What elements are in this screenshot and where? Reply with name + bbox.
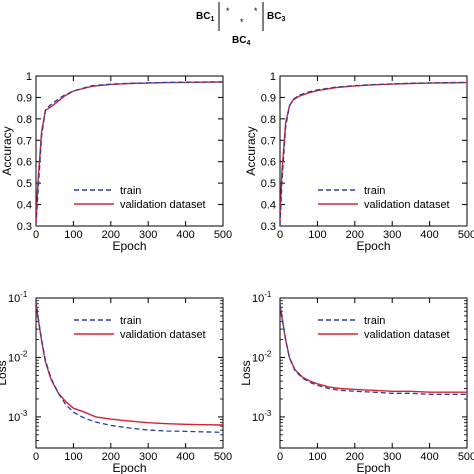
legend-label: validation dataset xyxy=(364,199,450,211)
x-tick-label: 0 xyxy=(277,451,283,463)
x-tick-label: 500 xyxy=(458,451,474,463)
y-tick-label: 0.6 xyxy=(17,157,32,169)
x-tick-label: 0 xyxy=(277,229,283,241)
plot-frame xyxy=(35,75,224,227)
x-tick-label: 0 xyxy=(33,229,39,241)
bc-dot-right: * xyxy=(254,6,258,16)
chart-panel-1: 0 100 200 300 400 500 0.3 0.4 0.5 0.6 0.7 0.8 0.9 1 Ep… xyxy=(0,71,232,253)
x-tick-label: 500 xyxy=(214,229,232,241)
y-tick-label: 0.7 xyxy=(17,135,32,147)
y-tick-label: 10-1 xyxy=(252,290,272,305)
x-axis-title: Epoch xyxy=(356,461,390,474)
x-tick-label: 400 xyxy=(420,229,438,241)
y-tick-label: 10-1 xyxy=(8,290,28,305)
x-tick-label: 300 xyxy=(383,451,401,463)
series-line-train xyxy=(36,81,223,226)
y-tick-label: 10-3 xyxy=(8,409,28,424)
x-tick-label: 100 xyxy=(64,451,82,463)
plot-frame xyxy=(35,297,224,449)
x-axis-title: Epoch xyxy=(112,461,146,474)
y-tick-label: 0.8 xyxy=(17,114,32,126)
x-tick-label: 0 xyxy=(33,451,39,463)
x-tick-label: 200 xyxy=(102,451,120,463)
x-tick-label: 100 xyxy=(64,229,82,241)
x-tick-label: 400 xyxy=(420,451,438,463)
x-tick-label: 500 xyxy=(458,229,474,241)
y-tick-label: 0.4 xyxy=(17,200,32,212)
x-tick-label: 500 xyxy=(214,451,232,463)
legend-label: train xyxy=(120,315,141,327)
chart-panel-3: 0 100 200 300 400 500 10-1 10-2 10-3 Epoch Loss tra… xyxy=(0,290,232,474)
bc-dot-bottom: * xyxy=(240,17,244,27)
legend-label: validation dataset xyxy=(364,329,450,341)
y-tick-label: 0.8 xyxy=(261,114,276,126)
x-tick-label: 200 xyxy=(102,229,120,241)
series-line-validation-dataset xyxy=(36,302,223,426)
y-tick-label: 0.4 xyxy=(261,200,276,212)
legend-label: train xyxy=(364,185,385,197)
y-tick-label: 1 xyxy=(270,71,276,83)
y-tick-label: 0.6 xyxy=(261,157,276,169)
y-tick-label: 1 xyxy=(26,71,32,83)
x-axis-title: Epoch xyxy=(112,239,146,253)
bc4-label: BC4 xyxy=(232,35,250,47)
y-axis-title: Accuracy xyxy=(244,126,258,175)
x-tick-label: 200 xyxy=(346,229,364,241)
y-axis-title: Loss xyxy=(239,360,253,385)
series-line-train xyxy=(280,81,467,226)
legend-label: train xyxy=(364,315,385,327)
chart-panel-4: 0 100 200 300 400 500 10-1 10-2 10-3 Epoch Loss tra… xyxy=(239,290,474,474)
bc3-label: BC3 xyxy=(267,11,285,23)
x-tick-label: 300 xyxy=(139,451,157,463)
legend-label: validation dataset xyxy=(120,199,206,211)
chart-panel-2: 0 100 200 300 400 500 0.3 0.4 0.5 0.6 0.7 0.8 0.9 1 Ep… xyxy=(244,71,474,253)
x-tick-label: 100 xyxy=(308,451,326,463)
x-tick-label: 400 xyxy=(176,451,194,463)
bc1-label: BC1 xyxy=(196,11,214,23)
x-tick-label: 400 xyxy=(176,229,194,241)
series-line-train xyxy=(36,300,223,433)
plot-frame xyxy=(279,75,468,227)
y-tick-label: 0.5 xyxy=(261,178,276,190)
y-tick-label: 0.9 xyxy=(261,92,276,104)
y-tick-label: 0.5 xyxy=(17,178,32,190)
y-tick-label: 0.9 xyxy=(17,92,32,104)
y-axis-title: Accuracy xyxy=(0,126,14,175)
plot-frame xyxy=(279,297,468,449)
y-tick-label: 10-2 xyxy=(252,349,272,364)
x-tick-label: 200 xyxy=(346,451,364,463)
legend-label: validation dataset xyxy=(120,329,206,341)
legend-label: train xyxy=(120,185,141,197)
y-tick-label: 0.3 xyxy=(261,221,276,233)
y-tick-label: 10-2 xyxy=(8,349,28,364)
panels: 0 100 200 300 400 5000.30.40.50.60.70.80.91Ep… xyxy=(0,71,474,474)
bc-dot-left: * xyxy=(226,6,230,16)
x-axis-title: Epoch xyxy=(356,239,390,253)
y-tick-label: 10-3 xyxy=(252,409,272,424)
y-axis-title: Loss xyxy=(0,360,9,385)
y-tick-label: 0.7 xyxy=(261,135,276,147)
series-line-train xyxy=(280,303,467,395)
x-tick-label: 300 xyxy=(383,229,401,241)
x-tick-label: 100 xyxy=(308,229,326,241)
bc-sketch: BC1 BC3 BC4 * * * xyxy=(196,2,285,47)
x-tick-label: 300 xyxy=(139,229,157,241)
y-tick-label: 0.3 xyxy=(17,221,32,233)
